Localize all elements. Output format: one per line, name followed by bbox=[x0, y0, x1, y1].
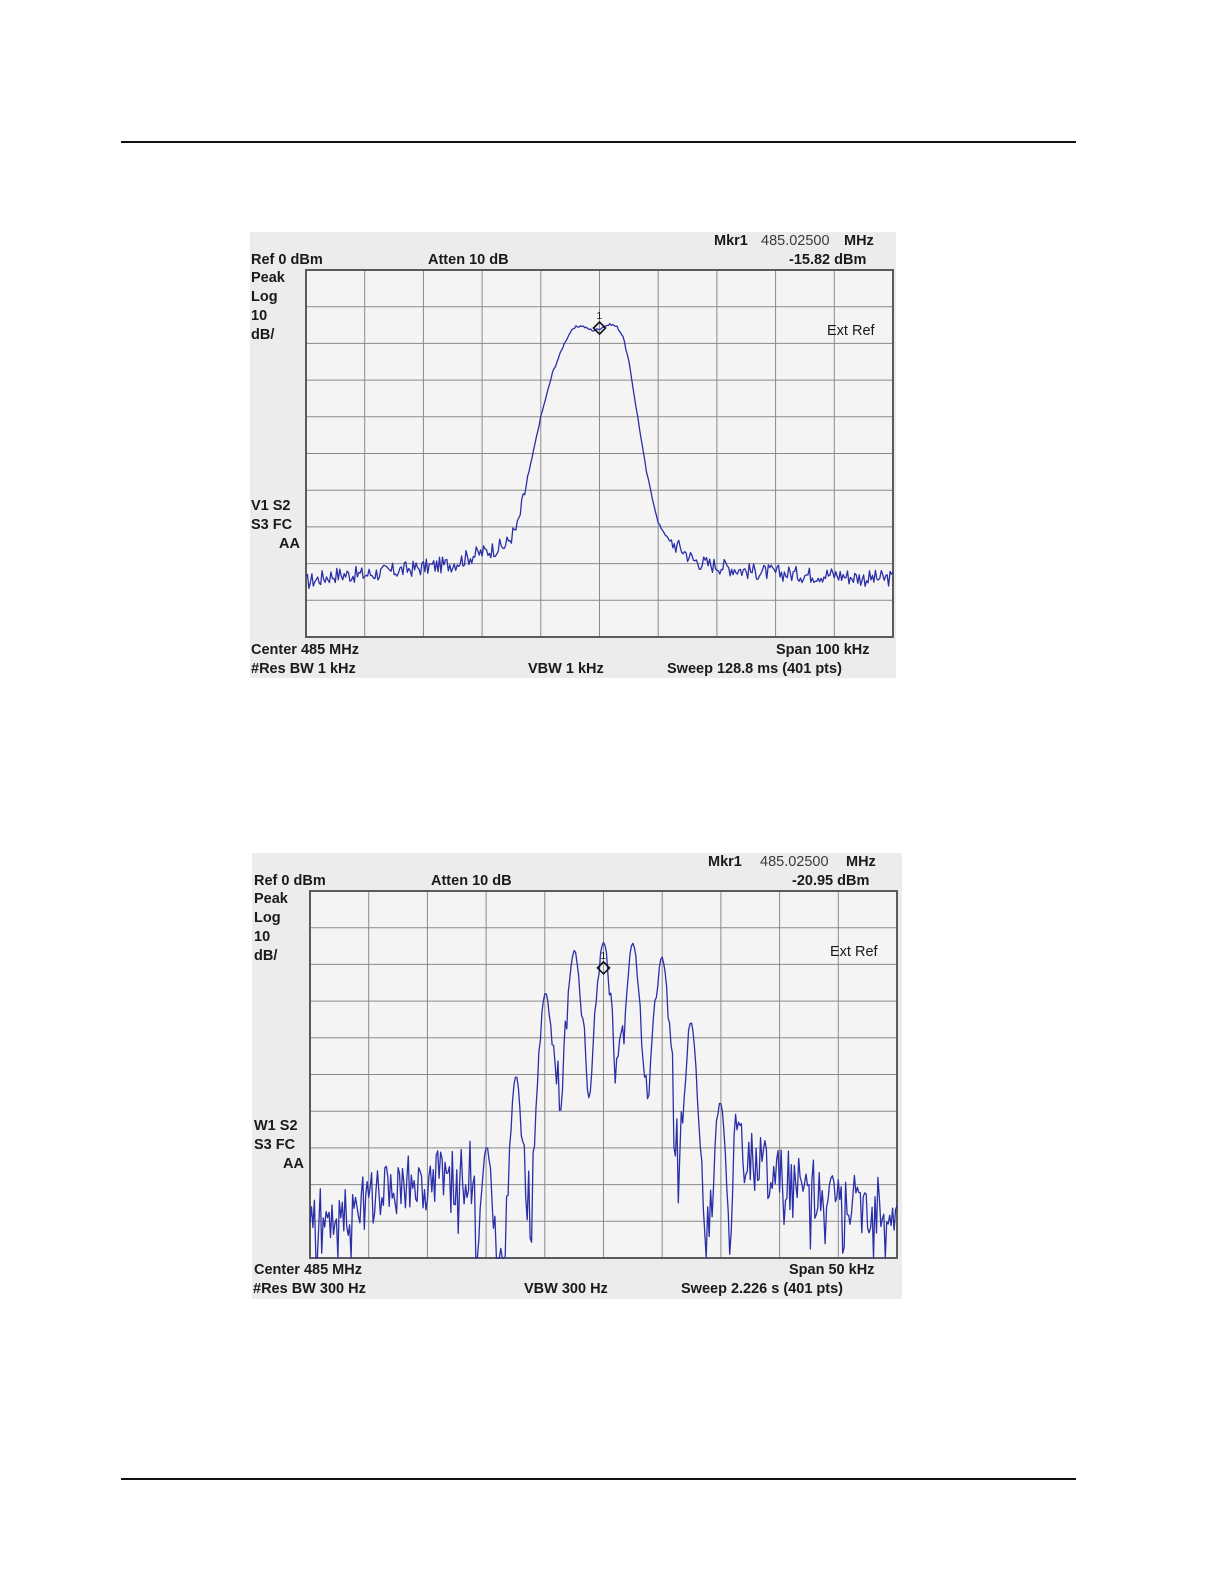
marker-frequency: 485.02500 bbox=[760, 854, 829, 870]
marker-frequency-unit: MHz bbox=[844, 233, 874, 249]
scale-value: 10 bbox=[254, 929, 271, 945]
reference-level: Ref 0 dBm bbox=[251, 252, 323, 268]
marker-diamond bbox=[596, 960, 611, 976]
marker-label: Mkr1 bbox=[708, 854, 742, 870]
status-line-2: S3 FC bbox=[251, 517, 293, 533]
graticule-border bbox=[305, 269, 894, 638]
ext-ref-indicator: Ext Ref bbox=[827, 323, 875, 339]
detector-mode: Peak bbox=[251, 270, 285, 286]
marker-diamond bbox=[592, 320, 607, 336]
status-line-2: S3 FC bbox=[254, 1137, 296, 1153]
video-bandwidth: VBW 300 Hz bbox=[524, 1281, 608, 1297]
scale-unit: dB/ bbox=[254, 948, 278, 964]
spectrum-screen-2: 1 Mkr1 485.02500 MHz -20.95 dBm Ref 0 dB… bbox=[252, 853, 902, 1299]
span: Span 50 kHz bbox=[789, 1262, 875, 1278]
resolution-bandwidth: #Res BW 1 kHz bbox=[251, 661, 356, 677]
attenuation: Atten 10 dB bbox=[428, 252, 509, 268]
sweep-time: Sweep 128.8 ms (401 pts) bbox=[667, 661, 842, 677]
detector-mode: Peak bbox=[254, 891, 288, 907]
center-frequency: Center 485 MHz bbox=[254, 1262, 362, 1278]
scale-value: 10 bbox=[251, 308, 268, 324]
marker-frequency-unit: MHz bbox=[846, 854, 876, 870]
scale-unit: dB/ bbox=[251, 327, 275, 343]
trace-line bbox=[305, 322, 894, 589]
reference-level: Ref 0 dBm bbox=[254, 873, 326, 889]
marker-amplitude: -20.95 dBm bbox=[792, 873, 870, 889]
scale-type: Log bbox=[251, 289, 278, 305]
status-line-1: W1 S2 bbox=[254, 1118, 298, 1134]
marker-number-label: 1 bbox=[601, 951, 607, 962]
resolution-bandwidth: #Res BW 300 Hz bbox=[253, 1281, 366, 1297]
spectrum-screen-1: 1 Mkr1 485.02500 MHz -15.82 dBm Ref 0 dB… bbox=[250, 232, 896, 678]
spectrum-plot-1: 1 bbox=[305, 269, 894, 638]
trace-line bbox=[309, 941, 898, 1259]
marker-amplitude: -15.82 dBm bbox=[789, 252, 867, 268]
status-line-1: V1 S2 bbox=[251, 498, 291, 514]
span: Span 100 kHz bbox=[776, 642, 870, 658]
attenuation: Atten 10 dB bbox=[431, 873, 512, 889]
video-bandwidth: VBW 1 kHz bbox=[528, 661, 604, 677]
marker-label: Mkr1 bbox=[714, 233, 748, 249]
status-line-3: AA bbox=[279, 536, 300, 552]
bottom-rule bbox=[121, 1478, 1076, 1480]
spectrum-plot-2: 1 bbox=[309, 890, 898, 1259]
sweep-time: Sweep 2.226 s (401 pts) bbox=[681, 1281, 843, 1297]
ext-ref-indicator: Ext Ref bbox=[830, 944, 878, 960]
status-line-3: AA bbox=[283, 1156, 304, 1172]
center-frequency: Center 485 MHz bbox=[251, 642, 359, 658]
marker-number-label: 1 bbox=[597, 311, 603, 322]
top-rule bbox=[121, 141, 1076, 143]
scale-type: Log bbox=[254, 910, 281, 926]
marker-frequency: 485.02500 bbox=[761, 233, 830, 249]
graticule-border bbox=[309, 890, 898, 1259]
